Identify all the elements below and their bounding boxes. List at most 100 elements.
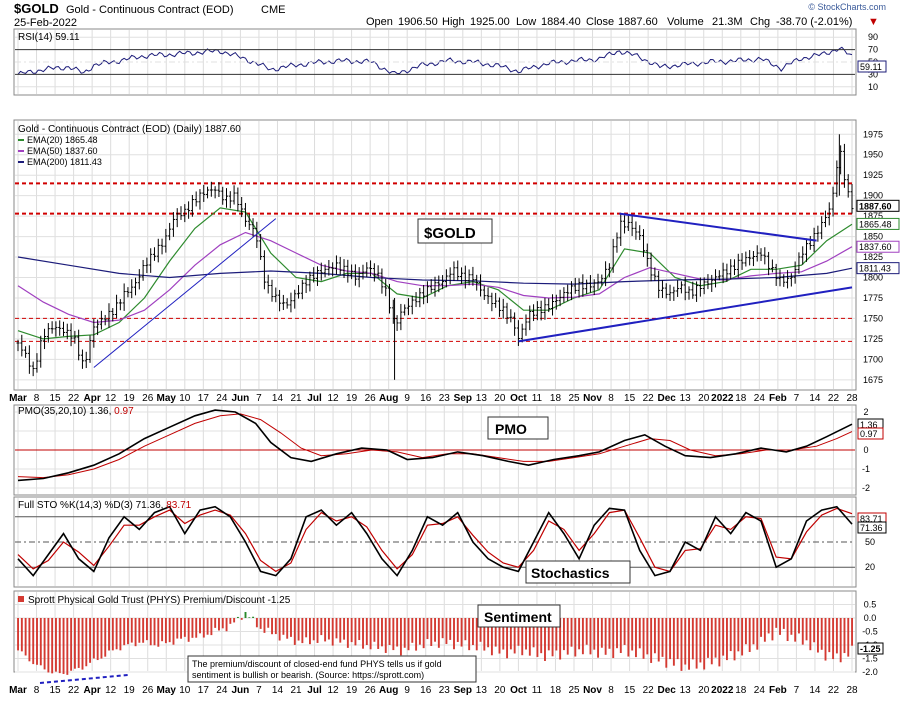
sentiment-bar	[832, 618, 835, 660]
x-tick-label: Apr	[84, 685, 101, 696]
sentiment-bar	[305, 618, 308, 638]
sentiment-bar	[551, 618, 554, 657]
sentiment-bar	[782, 618, 785, 629]
sentiment-bar	[559, 618, 562, 660]
x-tick-label: 21	[290, 393, 302, 404]
x-tick-label: 22	[828, 685, 840, 696]
sentiment-bar	[665, 618, 668, 668]
volume-value: 21.3M	[712, 16, 743, 28]
sentiment-bar	[176, 618, 179, 639]
x-tick-label: 16	[420, 393, 432, 404]
x-tick-label: 22	[68, 393, 80, 404]
price-tick-label: 1975	[863, 129, 883, 139]
sentiment-bar	[233, 618, 236, 623]
x-tick-label: 20	[494, 685, 506, 696]
x-tick-label: 26	[142, 393, 154, 404]
x-tick-label: 12	[105, 685, 117, 696]
sentiment-bar	[24, 618, 27, 656]
pmo-value-tags: 1.36 0.97	[857, 418, 884, 440]
x-tick-label: Dec	[657, 393, 676, 404]
sentiment-bar	[646, 618, 649, 655]
sentiment-bar	[555, 618, 558, 651]
sentiment-bar	[316, 618, 319, 643]
sentiment-bar	[320, 618, 323, 636]
x-tick-label: 13	[680, 685, 692, 696]
sentiment-bar	[248, 617, 251, 618]
sentiment-bar	[350, 618, 353, 643]
sentiment-bar	[627, 618, 630, 657]
sentiment-bar	[263, 618, 266, 633]
x-tick-label: 9	[404, 685, 410, 696]
sentiment-bar	[73, 618, 76, 669]
x-tick-label: 7	[794, 685, 800, 696]
sentiment-note-box	[187, 655, 477, 683]
sentiment-bar	[92, 618, 95, 659]
pmo-legend: PMO(35,20,10) 1.36, 0.97	[18, 406, 134, 417]
price-tick-label: 1775	[863, 293, 883, 303]
price-legend-title: Gold - Continuous Contract (EOD) (Daily)…	[18, 124, 241, 135]
sentiment-bar	[17, 618, 19, 651]
sentiment-bar	[718, 618, 721, 667]
sentiment-bar	[142, 618, 145, 643]
sentiment-bar	[843, 618, 846, 654]
sentiment-bar	[96, 618, 99, 661]
sentiment-note-line1: The premium/discount of closed-end fund …	[192, 659, 442, 669]
x-tick-label: Jul	[307, 685, 322, 696]
x-tick-label: 15	[50, 685, 62, 696]
volume-label: Volume	[667, 16, 704, 28]
instrument-name: Gold - Continuous Contract (EOD)	[66, 4, 234, 16]
x-tick-label: Oct	[510, 685, 527, 696]
sentiment-bar	[426, 618, 429, 640]
x-tick-label: 26	[365, 685, 377, 696]
sentiment-bar	[290, 618, 292, 637]
x-tick-label: Jul	[307, 393, 322, 404]
sentiment-bar	[369, 618, 372, 650]
ema200-legend: EMA(200) 1811.43	[27, 157, 102, 167]
chart-date: 25-Feb-2022	[14, 17, 77, 29]
x-tick-label: Mar	[9, 685, 27, 696]
sentiment-bar	[365, 618, 368, 645]
pmo-tick-label: -1	[862, 464, 870, 474]
exchange-label: CME	[261, 4, 285, 16]
sentiment-bar	[108, 618, 110, 651]
x-tick-label: Aug	[379, 685, 398, 696]
x-tick-label: 10	[179, 685, 191, 696]
sentiment-bar	[506, 618, 509, 659]
x-tick-label: Sep	[454, 685, 472, 696]
sentiment-bar	[85, 618, 88, 667]
x-tick-label: May	[157, 685, 177, 696]
sentiment-bar	[631, 618, 634, 651]
x-tick-label: 8	[608, 685, 614, 696]
sentiment-bar	[51, 618, 54, 674]
sentiment-bar	[771, 618, 774, 641]
ema200-line	[17, 256, 853, 285]
sentiment-bar	[460, 618, 463, 647]
x-tick-label: 12	[328, 685, 340, 696]
sentiment-histogram	[17, 612, 853, 675]
sentiment-bar	[138, 618, 141, 643]
sentiment-bar	[214, 618, 217, 628]
sentiment-bar	[574, 618, 577, 657]
sentiment-bar	[472, 618, 474, 646]
sentiment-x-axis: Mar 8 15 22 Apr 12 19 26 May 10 17 24 Jun 7 14 21 Jul 12 1…	[9, 685, 858, 696]
price-legend: Gold - Continuous Contract (EOD) (Daily)…	[18, 124, 241, 167]
sentiment-bar	[672, 618, 675, 666]
sentiment-bar	[710, 618, 713, 665]
x-tick-label: 15	[50, 393, 62, 404]
sto-tick-label: 20	[865, 562, 875, 572]
x-tick-label: 13	[476, 685, 488, 696]
price-tag-ema20: 1865.48	[859, 219, 892, 229]
gold-annotation: $GOLD	[417, 218, 493, 244]
sentiment-bar	[801, 618, 804, 645]
sentiment-bar	[487, 618, 490, 648]
sentiment-bar	[392, 618, 395, 651]
sentiment-bar	[293, 618, 296, 645]
sentiment-bar	[430, 618, 433, 646]
sentiment-bar	[464, 618, 467, 641]
sentiment-bar	[528, 618, 531, 656]
x-tick-label: 23	[439, 393, 451, 404]
sentiment-bar	[286, 618, 289, 639]
sentiment-bar	[274, 618, 277, 635]
sentiment-bar	[475, 618, 478, 651]
